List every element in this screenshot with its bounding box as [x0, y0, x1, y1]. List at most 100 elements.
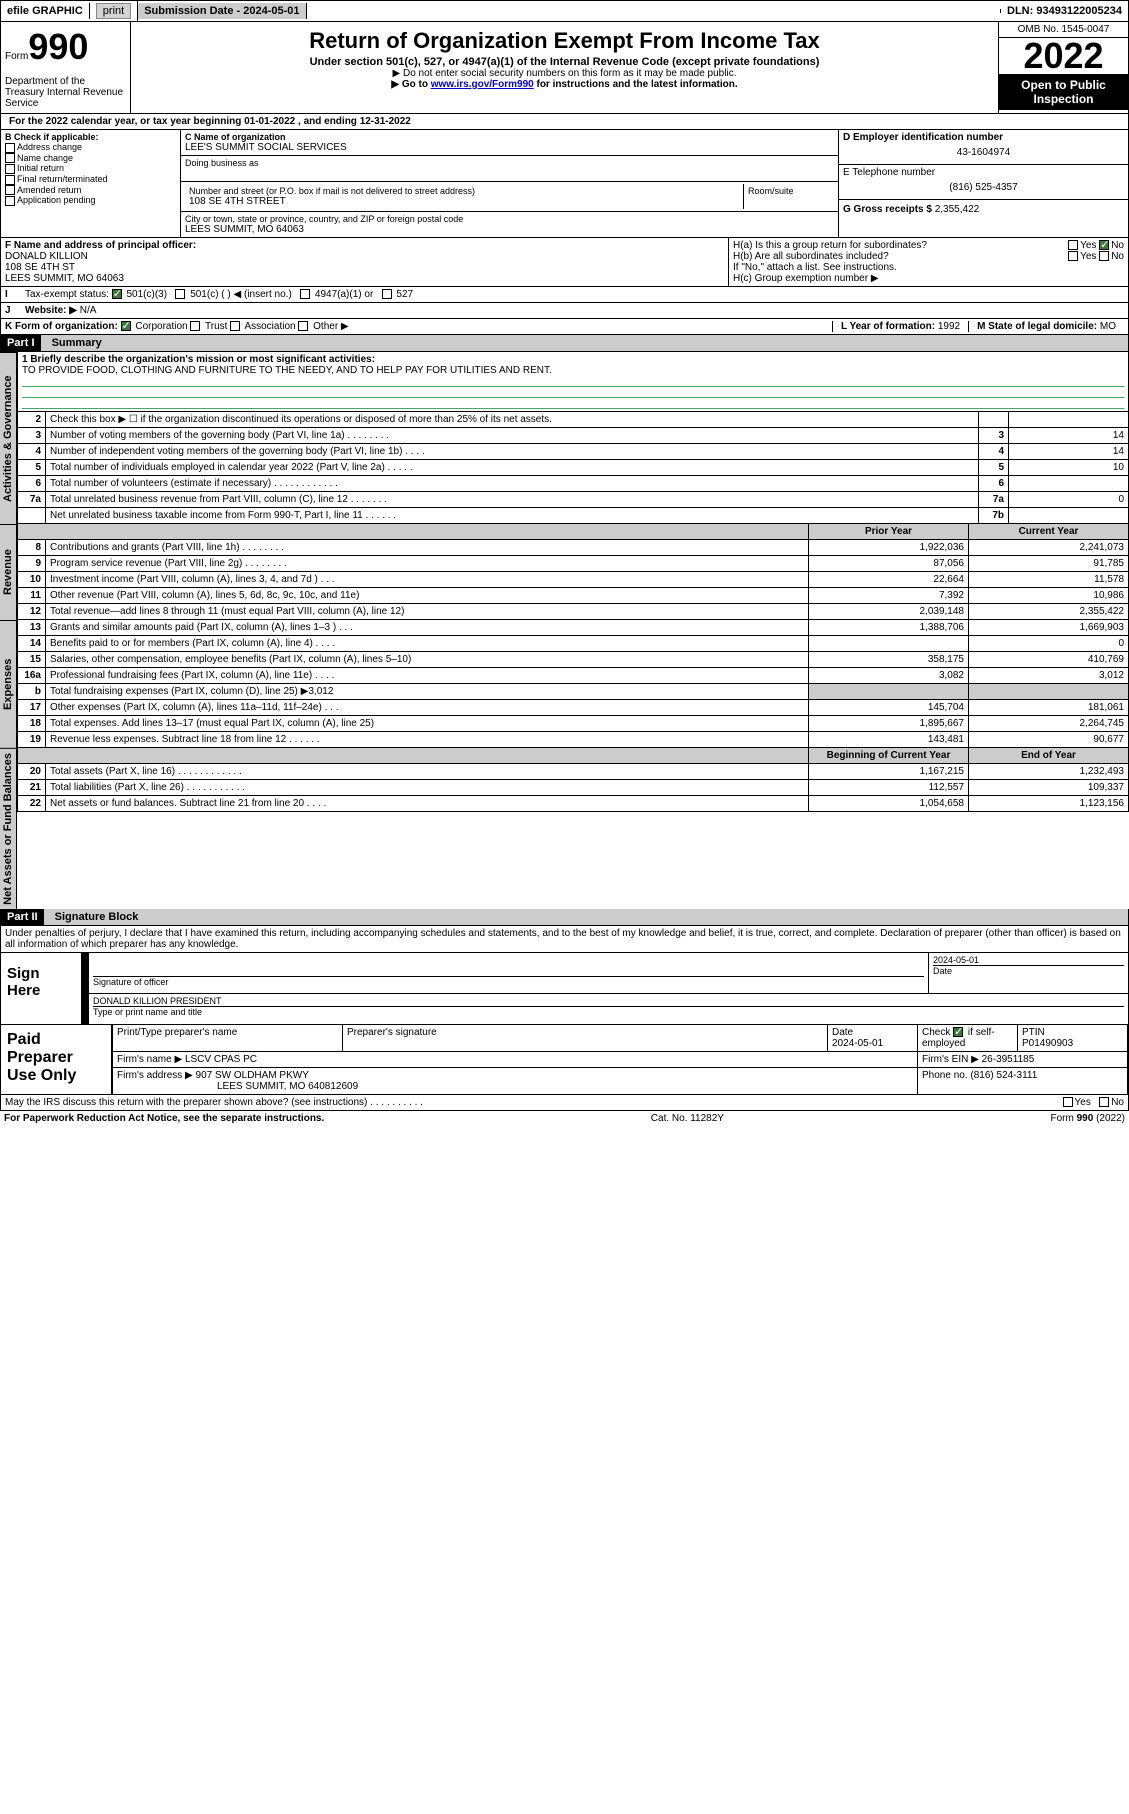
- firm-ein: 26-3951185: [982, 1054, 1035, 1065]
- sign-here-label: Sign Here: [1, 953, 81, 1024]
- officer-name: DONALD KILLION: [5, 251, 724, 262]
- table-row: 13Grants and similar amounts paid (Part …: [18, 620, 1129, 636]
- print-button[interactable]: print: [96, 3, 131, 19]
- form-subtitle: Under section 501(c), 527, or 4947(a)(1)…: [135, 56, 994, 68]
- boxb-opt: Initial return: [5, 163, 176, 174]
- part2-bar: Part II Signature Block: [0, 909, 1129, 926]
- section-fh: F Name and address of principal officer:…: [0, 238, 1129, 287]
- ha-no-checkbox[interactable]: [1099, 240, 1109, 250]
- 501c3-checkbox[interactable]: [112, 289, 122, 299]
- form-number: 990: [28, 26, 88, 67]
- note-link: ▶ Go to www.irs.gov/Form990 for instruct…: [135, 79, 994, 90]
- vtab-netassets: Net Assets or Fund Balances: [0, 748, 17, 909]
- form-title: Return of Organization Exempt From Incom…: [135, 28, 994, 54]
- section-bcdeg: B Check if applicable: Address changeNam…: [0, 130, 1129, 238]
- table-row: bTotal fundraising expenses (Part IX, co…: [18, 684, 1129, 700]
- org-name-cell: C Name of organization LEE'S SUMMIT SOCI…: [181, 130, 838, 156]
- vtab-revenue: Revenue: [0, 524, 17, 620]
- street: 108 SE 4TH STREET: [189, 196, 739, 207]
- street-cell: Number and street (or P.O. box if mail i…: [181, 182, 838, 212]
- org-name: LEE'S SUMMIT SOCIAL SERVICES: [185, 142, 834, 153]
- table-row: 10Investment income (Part VIII, column (…: [18, 572, 1129, 588]
- governance-table: 2Check this box ▶ ☐ if the organization …: [17, 412, 1129, 524]
- table-row: 12Total revenue—add lines 8 through 11 (…: [18, 604, 1129, 620]
- dln: DLN: 93493122005234: [1001, 3, 1128, 19]
- netassets-table: Beginning of Current YearEnd of Year 20T…: [17, 748, 1129, 812]
- open-public: Open to Public Inspection: [999, 74, 1128, 110]
- revenue-table: Prior YearCurrent Year 8Contributions an…: [17, 524, 1129, 620]
- form-number-box: Form990 Department of the Treasury Inter…: [1, 22, 131, 113]
- table-row: 9Program service revenue (Part VIII, lin…: [18, 556, 1129, 572]
- mission-text: TO PROVIDE FOOD, CLOTHING AND FURNITURE …: [22, 365, 1124, 376]
- expenses-block: Expenses 13Grants and similar amounts pa…: [0, 620, 1129, 748]
- irs-link[interactable]: www.irs.gov/Form990: [431, 79, 534, 90]
- vtab-expenses: Expenses: [0, 620, 17, 748]
- row-klm: K Form of organization: Corporation Trus…: [0, 319, 1129, 335]
- ein: 43-1604974: [843, 143, 1124, 162]
- governance-block: Activities & Governance 1 Briefly descri…: [0, 352, 1129, 524]
- box-c: C Name of organization LEE'S SUMMIT SOCI…: [181, 130, 838, 237]
- city-cell: City or town, state or province, country…: [181, 212, 838, 237]
- form-label: Form: [5, 51, 28, 62]
- website: N/A: [80, 305, 97, 316]
- officer-printed: DONALD KILLION PRESIDENT: [93, 996, 1124, 1006]
- corp-checkbox[interactable]: [121, 321, 131, 331]
- box-h: H(a) Is this a group return for subordin…: [728, 238, 1128, 286]
- paid-preparer-label: Paid Preparer Use Only: [1, 1025, 111, 1094]
- part1-bar: Part I Summary: [0, 335, 1129, 352]
- box-b: B Check if applicable: Address changeNam…: [1, 130, 181, 237]
- submission-date: Submission Date - 2024-05-01: [138, 3, 306, 19]
- header-mid: Return of Organization Exempt From Incom…: [131, 22, 998, 113]
- table-row: 8Contributions and grants (Part VIII, li…: [18, 540, 1129, 556]
- discuss-yes-checkbox[interactable]: [1063, 1097, 1073, 1107]
- form-header: Form990 Department of the Treasury Inter…: [0, 22, 1129, 114]
- hb-no-checkbox[interactable]: [1099, 251, 1109, 261]
- self-employed-checkbox[interactable]: [953, 1027, 963, 1037]
- boxb-opt: Address change: [5, 142, 176, 153]
- boxb-opt: Application pending: [5, 195, 176, 206]
- box-f: F Name and address of principal officer:…: [1, 238, 728, 286]
- vtab-governance: Activities & Governance: [0, 352, 17, 524]
- top-bar: efile GRAPHIC print Submission Date - 20…: [0, 0, 1129, 22]
- table-row: 15Salaries, other compensation, employee…: [18, 652, 1129, 668]
- box-b-label: B Check if applicable:: [5, 132, 176, 142]
- table-row: 19Revenue less expenses. Subtract line 1…: [18, 732, 1129, 748]
- boxb-opt: Final return/terminated: [5, 174, 176, 185]
- table-row: 22Net assets or fund balances. Subtract …: [18, 796, 1129, 812]
- preparer-phone: (816) 524-3111: [970, 1070, 1037, 1081]
- efile-label: efile GRAPHIC: [1, 3, 90, 19]
- table-row: 20Total assets (Part X, line 16) . . . .…: [18, 764, 1129, 780]
- table-row: 14Benefits paid to or for members (Part …: [18, 636, 1129, 652]
- box-e: E Telephone number (816) 525-4357: [839, 165, 1128, 200]
- ptin: P01490903: [1022, 1038, 1073, 1049]
- expenses-table: 13Grants and similar amounts paid (Part …: [17, 620, 1129, 748]
- firm-name: LSCV CPAS PC: [185, 1054, 257, 1065]
- row-j: J Website: ▶ N/A: [0, 303, 1129, 319]
- table-row: 16aProfessional fundraising fees (Part I…: [18, 668, 1129, 684]
- boxb-opt: Amended return: [5, 185, 176, 196]
- table-row: 21Total liabilities (Part X, line 26) . …: [18, 780, 1129, 796]
- right-col-deg: D Employer identification number 43-1604…: [838, 130, 1128, 237]
- tax-year: 2022: [999, 38, 1128, 74]
- boxb-opt: Name change: [5, 153, 176, 164]
- revenue-block: Revenue Prior YearCurrent Year 8Contribu…: [0, 524, 1129, 620]
- print-cell: print: [90, 1, 138, 21]
- gross-receipts: 2,355,422: [935, 204, 980, 215]
- table-row: 18Total expenses. Add lines 13–17 (must …: [18, 716, 1129, 732]
- discuss-no-checkbox[interactable]: [1099, 1097, 1109, 1107]
- dept-label: Department of the Treasury Internal Reve…: [5, 68, 126, 109]
- header-right: OMB No. 1545-0047 2022 Open to Public In…: [998, 22, 1128, 113]
- ha-yes-checkbox[interactable]: [1068, 240, 1078, 250]
- sign-here-block: Sign Here Signature of officer 2024-05-0…: [0, 953, 1129, 1025]
- part1-title: Summary: [44, 335, 110, 351]
- part1-hdr: Part I: [1, 335, 41, 351]
- table-row: 17Other expenses (Part IX, column (A), l…: [18, 700, 1129, 716]
- row-i: I Tax-exempt status: 501(c)(3) 501(c) ( …: [0, 287, 1129, 303]
- box-d: D Employer identification number 43-1604…: [839, 130, 1128, 165]
- topbar-spacer: [307, 9, 1002, 13]
- hb-yes-checkbox[interactable]: [1068, 251, 1078, 261]
- sig-declaration: Under penalties of perjury, I declare th…: [0, 926, 1129, 953]
- city: LEES SUMMIT, MO 64063: [185, 224, 834, 235]
- table-row: 11Other revenue (Part VIII, column (A), …: [18, 588, 1129, 604]
- box-g: G Gross receipts $ 2,355,422: [839, 200, 1128, 219]
